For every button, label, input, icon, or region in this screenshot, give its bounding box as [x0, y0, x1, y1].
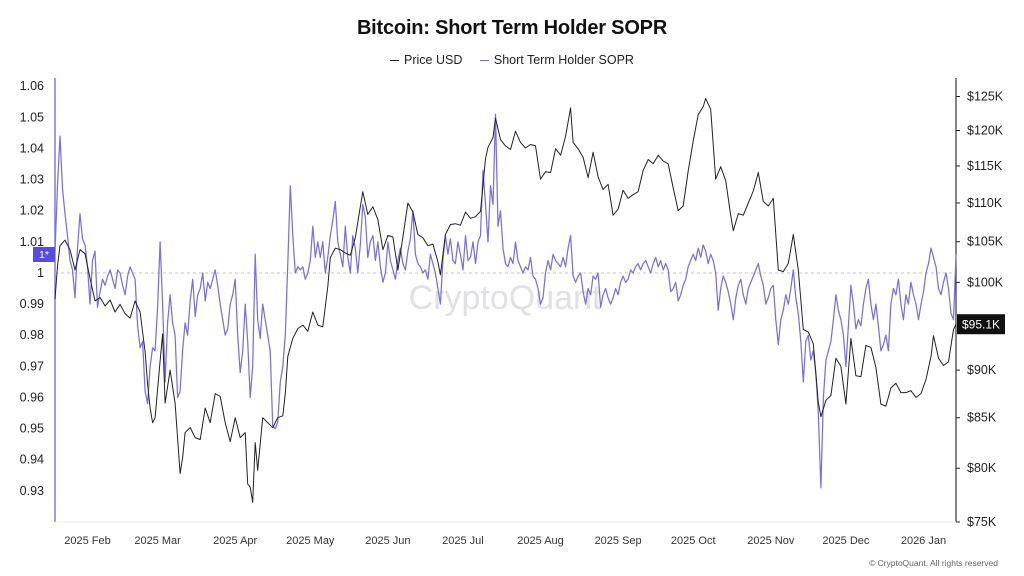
x-tick-label: 2025 Sep	[595, 535, 642, 547]
y-left-tick-label: 1.03	[20, 173, 44, 187]
y-right-tick-label: $75K	[967, 515, 997, 529]
x-tick-label: 2025 Jun	[365, 535, 410, 547]
y-right-tick-label: $120K	[967, 123, 1004, 137]
x-tick-label: 2025 Jul	[442, 535, 484, 547]
price-line	[54, 98, 957, 503]
chart-title: Bitcoin: Short Term Holder SOPR	[356, 17, 668, 39]
x-tick-label: 2025 Dec	[822, 535, 870, 547]
y-left-tick-label: 0.96	[20, 390, 44, 404]
y-left-tick-label: 1.04	[20, 141, 44, 155]
x-tick-label: 2025 May	[286, 535, 335, 547]
legend-swatch-sopr	[479, 59, 489, 61]
reference-marker-label: 1*	[39, 249, 49, 261]
x-tick-label: 2025 Feb	[64, 535, 110, 547]
legend-label-sopr: Short Term Holder SOPR	[493, 53, 634, 68]
y-left-tick-label: 0.93	[20, 484, 44, 498]
legend-item-sopr[interactable]: Short Term Holder SOPR	[479, 53, 634, 68]
copyright-symbol: ©	[869, 558, 876, 568]
chart-legend: Price USD Short Term Holder SOPR	[0, 50, 1024, 67]
y-right-tick-label: $80K	[967, 461, 997, 475]
y-right-tick-label: $125K	[967, 89, 1004, 103]
last-price-badge	[957, 314, 1005, 335]
y-right-tick-label: $105K	[967, 235, 1004, 249]
y-left-tick-label: 1	[37, 266, 44, 280]
y-right-tick-label: $85K	[967, 411, 997, 425]
x-tick-label: 2025 Mar	[134, 535, 181, 547]
y-right-tick-label: $100K	[967, 275, 1004, 289]
x-tick-label: 2025 Aug	[517, 535, 564, 547]
legend-item-price[interactable]: Price USD	[390, 53, 462, 67]
y-left-tick-label: 1.05	[20, 110, 44, 124]
footer-text: CryptoQuant. All rights reserved	[877, 558, 998, 568]
y-left-tick-label: 0.94	[20, 453, 44, 467]
y-right-tick-label: $115K	[967, 159, 1003, 173]
y-right-tick-label: $90K	[967, 363, 997, 377]
sopr-line	[54, 113, 957, 489]
y-left-tick-label: 0.99	[20, 297, 44, 311]
y-left-tick-label: 0.95	[20, 422, 44, 436]
legend-swatch-price	[390, 59, 400, 61]
x-tick-label: 2026 Jan	[901, 535, 946, 547]
y-right-tick-label: $110K	[967, 196, 1003, 210]
reference-marker-badge	[33, 246, 55, 262]
x-tick-label: 2025 Apr	[213, 535, 257, 547]
y-left-tick-label: 1.06	[20, 79, 44, 93]
y-left-tick-label: 1.01	[20, 235, 44, 249]
y-left-tick-label: 0.98	[20, 328, 44, 342]
x-tick-label: 2025 Nov	[747, 535, 795, 547]
y-left-tick-label: 0.97	[20, 359, 44, 373]
legend-label-price: Price USD	[404, 53, 463, 68]
last-price-label: $95.1K	[962, 318, 1000, 332]
footer-copyright: © CryptoQuant. All rights reserved	[869, 558, 998, 568]
y-left-tick-label: 1.02	[20, 204, 44, 218]
x-tick-label: 2025 Oct	[671, 535, 716, 547]
